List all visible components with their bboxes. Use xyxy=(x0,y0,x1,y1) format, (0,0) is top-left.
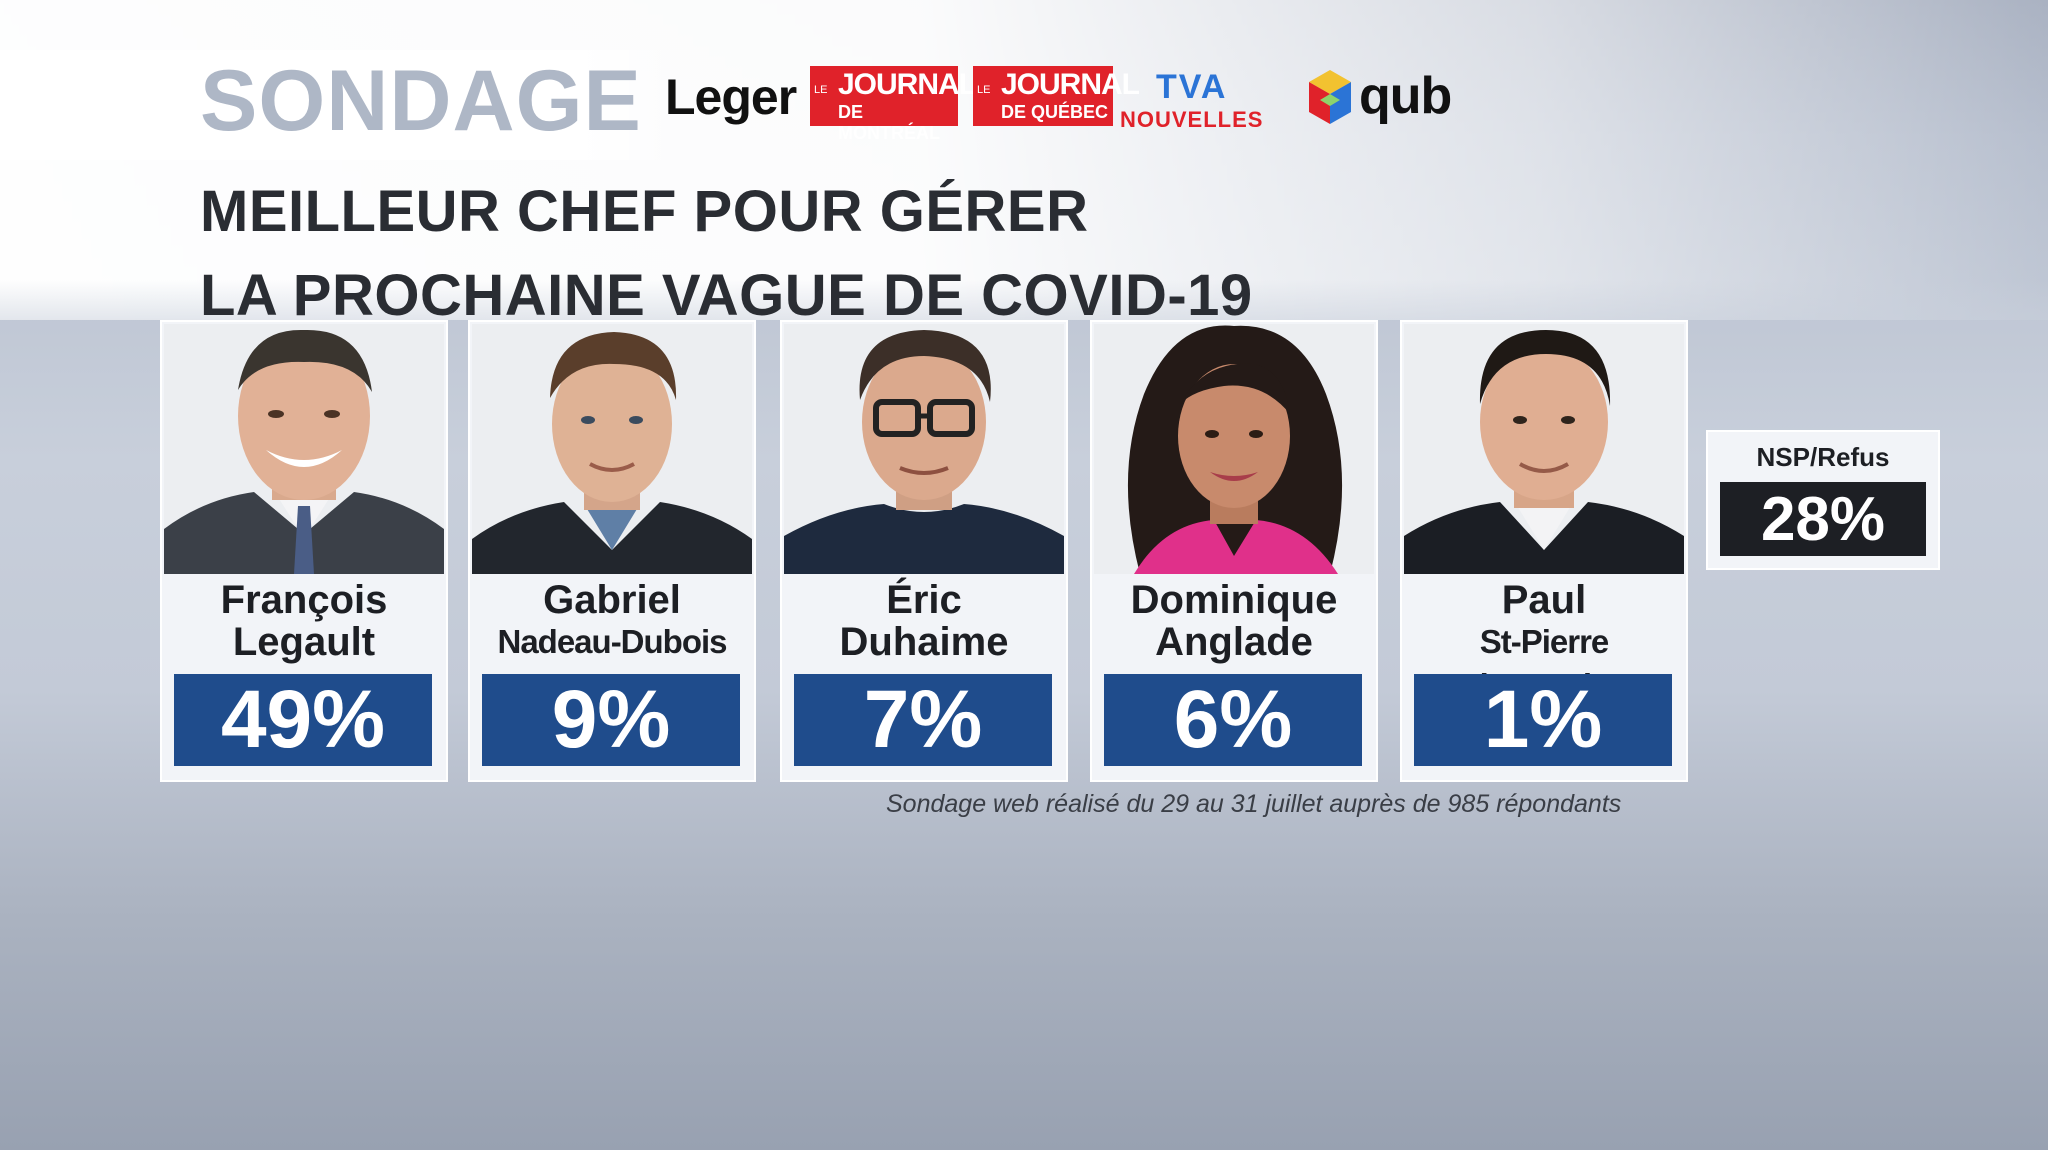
poll-methodology-note: Sondage web réalisé du 29 au 31 juillet … xyxy=(886,790,1622,818)
candidate-photo xyxy=(784,324,1064,574)
journal-de-montreal-logo: LE JOURNAL DE MONTRÉAL xyxy=(810,66,977,143)
nsp-refus-box: NSP/Refus 28% xyxy=(1706,430,1940,570)
candidate-card-duhaime: Éric Duhaime 7% xyxy=(780,320,1068,782)
qub-cube-icon xyxy=(1309,70,1351,124)
sondage-strip xyxy=(0,50,680,160)
candidate-percent: 6% xyxy=(1104,674,1362,766)
candidate-card-st-pierre-plamondon: Paul St-Pierre Plamondon 1% xyxy=(1400,320,1688,782)
headline-line-1: MEILLEUR CHEF POUR GÉRER xyxy=(200,179,1089,244)
headline: MEILLEUR CHEF POUR GÉRER LA PROCHAINE VA… xyxy=(200,170,1253,338)
candidate-percent: 7% xyxy=(794,674,1052,766)
nsp-refus-percent: 28% xyxy=(1720,482,1926,556)
candidate-percent: 1% xyxy=(1414,674,1672,766)
leger-logo: Leger xyxy=(665,69,797,125)
candidate-percent: 9% xyxy=(482,674,740,766)
journal-de-quebec-logo: LE JOURNAL DE QUÉBEC xyxy=(973,66,1140,126)
header-band xyxy=(0,0,2048,320)
candidate-photo xyxy=(1094,324,1374,574)
headline-line-2: LA PROCHAINE VAGUE DE COVID-19 xyxy=(200,263,1253,328)
candidate-card-legault: François Legault 49% xyxy=(160,320,448,782)
candidate-card-nadeau-dubois: Gabriel Nadeau-Dubois 9% xyxy=(468,320,756,782)
candidate-card-anglade: Dominique Anglade 6% xyxy=(1090,320,1378,782)
candidate-photo xyxy=(472,324,752,574)
candidate-photo xyxy=(164,324,444,574)
candidate-photo xyxy=(1404,324,1684,574)
candidate-percent: 49% xyxy=(174,674,432,766)
sondage-label: SONDAGE xyxy=(200,53,642,149)
nsp-refus-label: NSP/Refus xyxy=(1756,442,1890,472)
tva-nouvelles-logo: TVA NOUVELLES xyxy=(1120,68,1264,132)
